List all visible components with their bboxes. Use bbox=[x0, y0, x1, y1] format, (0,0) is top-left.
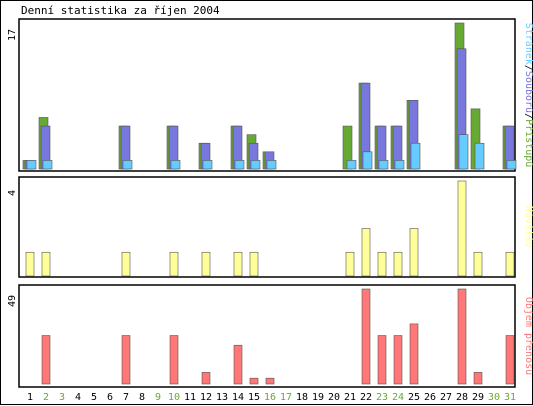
x-tick-label-day-12: 12 bbox=[200, 392, 212, 403]
bar-stranek-day-21 bbox=[346, 160, 357, 170]
bar-navstev-day-28 bbox=[457, 180, 467, 277]
x-tick-label-day-2: 2 bbox=[43, 392, 49, 403]
bar-objem-day-12 bbox=[201, 372, 211, 385]
bar-objem-day-7 bbox=[121, 335, 131, 385]
y-max-label-visits: 4 bbox=[7, 190, 18, 196]
bar-navstev-day-23 bbox=[377, 251, 387, 277]
legend-entry: Návštěv bbox=[523, 206, 533, 248]
x-tick-label-day-31: 31 bbox=[504, 392, 516, 403]
x-tick-label-day-11: 11 bbox=[184, 392, 196, 403]
y-max-label-volume: 49 bbox=[7, 295, 18, 307]
x-tick-label-day-3: 3 bbox=[59, 392, 65, 403]
bar-stranek-day-28 bbox=[458, 134, 469, 170]
legend-separator: / bbox=[523, 113, 533, 119]
legend-volume: Objem přenosu bbox=[523, 297, 533, 375]
bar-navstev-day-7 bbox=[121, 251, 131, 277]
x-tick-label-day-10: 10 bbox=[168, 392, 180, 403]
x-tick-label-day-25: 25 bbox=[408, 392, 420, 403]
legend-entry: Přístupů bbox=[523, 119, 533, 167]
bar-objem-day-25 bbox=[409, 323, 419, 385]
x-tick-label-day-27: 27 bbox=[440, 392, 452, 403]
panel-frame-1 bbox=[18, 18, 516, 172]
x-tick-label-day-18: 18 bbox=[296, 392, 308, 403]
x-tick-label-day-5: 5 bbox=[91, 392, 97, 403]
bar-navstev-day-29 bbox=[473, 251, 483, 277]
y-max-label-traffic: 17 bbox=[7, 29, 18, 41]
x-tick-label-day-29: 29 bbox=[472, 392, 484, 403]
x-tick-label-day-4: 4 bbox=[75, 392, 81, 403]
x-tick-label-day-17: 17 bbox=[280, 392, 292, 403]
x-tick-label-day-23: 23 bbox=[376, 392, 388, 403]
x-tick-label-day-15: 15 bbox=[248, 392, 260, 403]
bar-objem-day-14 bbox=[233, 344, 243, 385]
x-tick-label-day-14: 14 bbox=[232, 392, 244, 403]
bar-objem-day-29 bbox=[473, 372, 483, 385]
bar-objem-day-31 bbox=[505, 335, 515, 385]
x-tick-label-day-6: 6 bbox=[107, 392, 113, 403]
bar-navstev-day-2 bbox=[41, 251, 51, 277]
bar-stranek-day-15 bbox=[250, 160, 261, 170]
legend-entry: Stránek bbox=[523, 23, 533, 65]
x-tick-label-day-22: 22 bbox=[360, 392, 372, 403]
bar-stranek-day-12 bbox=[202, 160, 213, 170]
panel-frame-2 bbox=[18, 176, 516, 278]
bar-navstev-day-21 bbox=[345, 251, 355, 277]
legend-separator: / bbox=[523, 65, 533, 71]
x-tick-label-day-8: 8 bbox=[139, 392, 145, 403]
legend-traffic: Stránek/Souborů/Přístupů bbox=[523, 23, 533, 168]
bar-stranek-day-7 bbox=[122, 160, 133, 170]
bar-navstev-day-25 bbox=[409, 228, 419, 277]
x-tick-label-day-19: 19 bbox=[312, 392, 324, 403]
x-tick-label-day-21: 21 bbox=[344, 392, 356, 403]
x-tick-label-day-7: 7 bbox=[123, 392, 129, 403]
bar-stranek-day-29 bbox=[474, 142, 485, 170]
bar-objem-day-28 bbox=[457, 288, 467, 385]
x-tick-label-day-30: 30 bbox=[488, 392, 500, 403]
bar-stranek-day-10 bbox=[170, 160, 181, 170]
bar-navstev-day-1 bbox=[25, 251, 35, 277]
bar-stranek-day-22 bbox=[362, 151, 373, 170]
bar-stranek-day-23 bbox=[378, 160, 389, 170]
bar-objem-day-23 bbox=[377, 335, 387, 385]
bar-navstev-day-31 bbox=[505, 251, 515, 277]
bar-objem-day-22 bbox=[361, 288, 371, 385]
bar-stranek-day-24 bbox=[394, 160, 405, 170]
x-tick-label-day-13: 13 bbox=[216, 392, 228, 403]
x-tick-label-day-26: 26 bbox=[424, 392, 436, 403]
bar-navstev-day-12 bbox=[201, 251, 211, 277]
bar-stranek-day-2 bbox=[42, 160, 53, 170]
bar-objem-day-15 bbox=[249, 377, 259, 385]
x-tick-label-day-9: 9 bbox=[155, 392, 161, 403]
legend-entry: Objem přenosu bbox=[523, 297, 533, 375]
bar-navstev-day-24 bbox=[393, 251, 403, 277]
bar-navstev-day-14 bbox=[233, 251, 243, 277]
bar-stranek-day-25 bbox=[410, 142, 421, 170]
bar-objem-day-10 bbox=[169, 335, 179, 385]
chart-title: Denní statistika za říjen 2004 bbox=[21, 4, 220, 17]
bar-navstev-day-15 bbox=[249, 251, 259, 277]
x-tick-label-day-24: 24 bbox=[392, 392, 404, 403]
bar-stranek-day-1 bbox=[26, 160, 37, 170]
legend-entry: Souborů bbox=[523, 71, 533, 113]
bar-navstev-day-10 bbox=[169, 251, 179, 277]
x-tick-label-day-1: 1 bbox=[27, 392, 33, 403]
bar-objem-day-2 bbox=[41, 335, 51, 385]
bar-stranek-day-31 bbox=[506, 160, 517, 170]
bar-objem-day-24 bbox=[393, 335, 403, 385]
legend-visits: Návštěv bbox=[523, 206, 533, 248]
bar-stranek-day-14 bbox=[234, 160, 245, 170]
x-tick-label-day-16: 16 bbox=[264, 392, 276, 403]
bar-stranek-day-16 bbox=[266, 160, 277, 170]
panel-frame-3 bbox=[18, 284, 516, 388]
bar-navstev-day-22 bbox=[361, 228, 371, 277]
bar-objem-day-16 bbox=[265, 377, 275, 385]
x-tick-label-day-28: 28 bbox=[456, 392, 468, 403]
x-tick-label-day-20: 20 bbox=[328, 392, 340, 403]
